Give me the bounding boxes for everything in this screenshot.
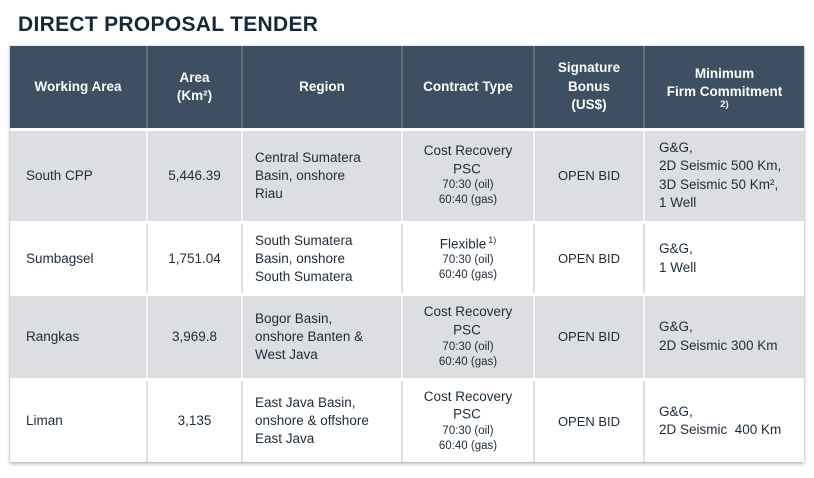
col-header-contract-type: Contract Type [402,46,535,131]
cell-signature-bonus: OPEN BID [534,129,645,224]
tender-table: Working Area Area (Km²) Region Contract … [10,46,804,462]
commitment-line: 2D Seismic 300 Km [659,338,778,353]
contract-name: Flexible [439,236,487,252]
cell-region: East Java Basin, onshore & offshore East… [242,379,403,462]
cell-working-area: Liman [10,379,148,462]
table-row-sumbagsel: Sumbagsel 1,751.04 South Sumatera Basin,… [10,222,804,297]
contract-name: Cost Recovery PSC [423,388,513,422]
col-header-working-area: Working Area [10,46,148,131]
table-row-liman: Liman 3,135 East Java Basin, onshore & o… [10,379,804,462]
cell-signature-bonus: OPEN BID [534,294,645,381]
commitment-footnote-marker: 2) [720,98,729,110]
col-header-area-line2: (Km²) [176,87,213,103]
table-row-south-cpp: South CPP 5,446.39 Central Sumatera Basi… [10,129,804,224]
cell-signature-bonus: OPEN BID [534,379,645,462]
col-header-bonus-line3: (US$) [571,96,607,112]
cell-area: 3,135 [147,379,243,462]
contract-name: Cost Recovery PSC [423,304,513,338]
contract-name: Cost Recovery PSC [423,143,513,177]
cell-contract-type: Cost Recovery PSC 70:30 (oil) 60:40 (gas… [402,129,535,224]
table-row-rangkas: Rangkas 3,969.8 Bogor Basin, onshore Ban… [10,294,804,381]
col-header-commitment-line2: Firm Commitment [666,84,783,100]
commitment-line: G&G, [659,241,693,257]
commitment-line: G&G, [659,319,693,335]
col-header-signature-bonus: Signature Bonus (US$) [534,46,645,131]
commitment-line: 2D Seismic 500 Km, [659,158,782,174]
page-title: DIRECT PROPOSAL TENDER [18,13,319,36]
commitment-line: 1 Well [659,195,697,211]
contract-split-gas: 60:40 (gas) [438,439,498,452]
cell-signature-bonus: OPEN BID [534,222,645,297]
cell-working-area: Rangkas [10,294,148,381]
cell-working-area: Sumbagsel [10,222,148,297]
table-header: Working Area Area (Km²) Region Contract … [10,46,804,131]
cell-area: 5,446.39 [147,129,243,224]
contract-footnote-marker: 1) [488,234,497,245]
contract-split-oil: 70:30 (oil) [442,340,494,353]
cell-min-firm-commitment: G&G, 2D Seismic 500 Km, 3D Seismic 50 Km… [644,129,804,224]
cell-min-firm-commitment: G&G, 2D Seismic 300 Km [644,294,804,381]
commitment-line: 2D Seismic 400 Km [659,422,782,438]
contract-split-oil: 70:30 (oil) [442,179,494,192]
col-header-area-line1: Area [179,69,210,85]
page: DIRECT PROPOSAL TENDER Working Area Area… [10,13,804,462]
header-row: Working Area Area (Km²) Region Contract … [10,46,804,131]
contract-split-gas: 60:40 (gas) [438,194,498,207]
contract-split-oil: 70:30 (oil) [442,424,494,437]
col-header-bonus-line2: Bonus [568,78,610,94]
cell-min-firm-commitment: G&G, 2D Seismic 400 Km [644,379,804,462]
contract-split-gas: 60:40 (gas) [438,268,498,281]
col-header-bonus-line1: Signature [557,60,621,76]
commitment-line: G&G, [659,139,693,155]
contract-split-oil: 70:30 (oil) [442,253,494,266]
cell-area: 3,969.8 [147,294,243,381]
cell-contract-type: Cost Recovery PSC 70:30 (oil) 60:40 (gas… [402,379,535,462]
cell-area: 1,751.04 [147,222,243,297]
commitment-line: 1 Well [659,259,697,275]
cell-region: Central Sumatera Basin, onshore Riau [242,129,403,224]
col-header-commitment-line1: Minimum [694,66,755,82]
contract-split-gas: 60:40 (gas) [438,355,498,368]
table-body: South CPP 5,446.39 Central Sumatera Basi… [10,129,804,462]
col-header-region: Region [242,46,403,131]
cell-working-area: South CPP [10,129,148,224]
cell-region: Bogor Basin, onshore Banten & West Java [242,294,403,381]
cell-contract-type: Cost Recovery PSC 70:30 (oil) 60:40 (gas… [402,294,535,381]
commitment-line: G&G, [659,403,693,419]
cell-contract-type: Flexible 1) 70:30 (oil) 60:40 (gas) [402,222,535,297]
commitment-line: 3D Seismic 50 Km², [659,176,779,192]
col-header-min-firm-commitment: Minimum Firm Commitment 2) [644,46,804,131]
col-header-area: Area (Km²) [147,46,243,131]
cell-region: South Sumatera Basin, onshore South Suma… [242,222,403,297]
cell-min-firm-commitment: G&G, 1 Well [644,222,804,297]
